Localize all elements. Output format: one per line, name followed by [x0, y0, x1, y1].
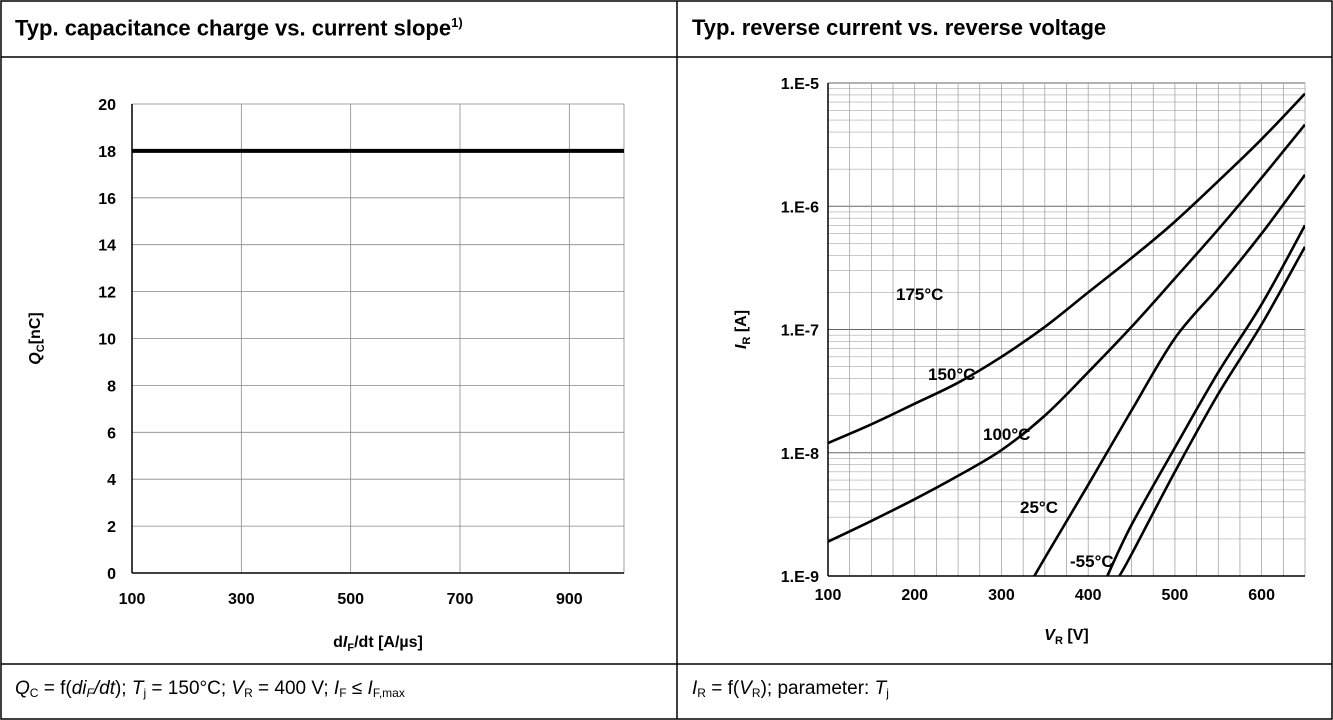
reverse-current-chart: 1.E-9 1.E-8 1.E-7 1.E-6 1.E-5 100 200 300 400 500…: [733, 76, 1306, 647]
y-tick-label: 2: [107, 519, 116, 536]
y-tick-label: 18: [98, 144, 116, 161]
y-tick-label: 1.E-6: [781, 199, 819, 216]
y-tick-label: 1.E-5: [781, 76, 819, 93]
series-100c-label: 100°C: [983, 425, 1030, 444]
series-175c-label: 175°C: [896, 285, 943, 304]
cap-q-sub: C: [29, 686, 39, 700]
x-tick-label: 400: [1075, 587, 1102, 604]
y-tick-label: 8: [107, 378, 116, 395]
left-title-text: Typ. capacitance charge vs. current slop…: [15, 15, 452, 41]
cap-vr2-sub: R: [751, 686, 761, 700]
y-tick-label: 14: [98, 238, 116, 255]
y-tick-label: 16: [98, 191, 116, 208]
y-tick-label: 1.E-7: [781, 323, 819, 340]
cap-ir-sub: R: [697, 686, 706, 700]
cap-ir: I: [692, 678, 698, 699]
cap-q: Q: [15, 678, 30, 699]
series-150c-label: 150°C: [928, 365, 975, 384]
cap-ifm-sub: F,max: [372, 686, 405, 700]
y-tick-label: 6: [107, 425, 116, 442]
x-tick-label: 900: [556, 591, 583, 608]
cap-vr2: V: [739, 678, 752, 699]
y-tick-label: 0: [107, 566, 116, 583]
x-axis-label: VR [V]: [1044, 627, 1088, 647]
x-tick-label: 300: [228, 591, 255, 608]
cap-le: ≤: [346, 678, 368, 699]
x-tick-label: 100: [119, 591, 146, 608]
x-axis-label: dIF/dt [A/µs]: [333, 634, 423, 654]
left-panel-caption: QC = f(diF/dt); Tj = 150°C; VR = 400 V; …: [15, 678, 405, 700]
right-panel-title: Typ. reverse current vs. reverse voltage: [692, 15, 1107, 40]
cap-tj: T: [131, 678, 144, 699]
cap-di-sub: F: [86, 686, 94, 700]
x-tick-label: 300: [988, 587, 1015, 604]
cap-tj2: T: [874, 678, 887, 699]
y-axis-label: QC[nC]: [27, 312, 47, 364]
cap-rest: ); parameter:: [760, 678, 875, 699]
y-axis-label-group: IR [A]: [733, 310, 753, 349]
x-tick-label: 100: [815, 587, 842, 604]
series-100c-line: [1033, 174, 1305, 576]
y-tick-label: 20: [98, 97, 116, 114]
series-25c-line: [1106, 224, 1305, 576]
y-tick-label: 1.E-9: [781, 569, 819, 586]
cap-eq2: = f(: [705, 678, 740, 699]
cap-dt: /dt: [93, 678, 115, 699]
cap-tj-val: = 150°C;: [146, 678, 232, 699]
capacitance-charge-chart: 0 2 4 6 8 10 12 14 16 18 20 100 300 500 700 900 dIF/dt […: [27, 97, 625, 654]
left-panel-title: Typ. capacitance charge vs. current slop…: [15, 15, 463, 41]
series-175c-line: [828, 92, 1305, 445]
cap-if: I: [333, 678, 340, 699]
cap-eq: = f(: [38, 678, 72, 699]
right-panel-caption: IR = f(VR); parameter: Tj: [692, 678, 889, 700]
cap-vr-val: = 400 V;: [252, 678, 334, 699]
left-title-footnote: 1): [451, 15, 463, 30]
y-tick-label: 12: [98, 285, 116, 302]
cap-di: di: [71, 678, 87, 699]
series-25c-label: 25°C: [1020, 498, 1058, 517]
x-tick-label: 700: [447, 591, 474, 608]
series--55c-label: -55°C: [1070, 552, 1114, 571]
series-150c-line: [828, 123, 1305, 543]
y-axis-label-group: QC[nC]: [27, 312, 47, 364]
cap-if-sub: F: [339, 686, 347, 700]
cap-ifm: I: [367, 678, 373, 699]
cap-tj-sub: j: [143, 686, 147, 700]
y-tick-label: 1.E-8: [781, 446, 819, 463]
cap-tj2-sub: j: [886, 686, 889, 700]
x-tick-label: 200: [901, 587, 928, 604]
x-tick-label: 600: [1248, 587, 1275, 604]
y-tick-label: 10: [98, 332, 116, 349]
x-tick-label: 500: [1162, 587, 1189, 604]
y-axis-label: IR [A]: [733, 310, 753, 349]
cap-sep: );: [114, 678, 132, 699]
cap-vr-sub: R: [244, 686, 253, 700]
series--55c-line: [1118, 246, 1305, 576]
y-tick-label: 4: [107, 472, 116, 489]
cap-vr: V: [231, 678, 245, 699]
x-tick-label: 500: [337, 591, 364, 608]
